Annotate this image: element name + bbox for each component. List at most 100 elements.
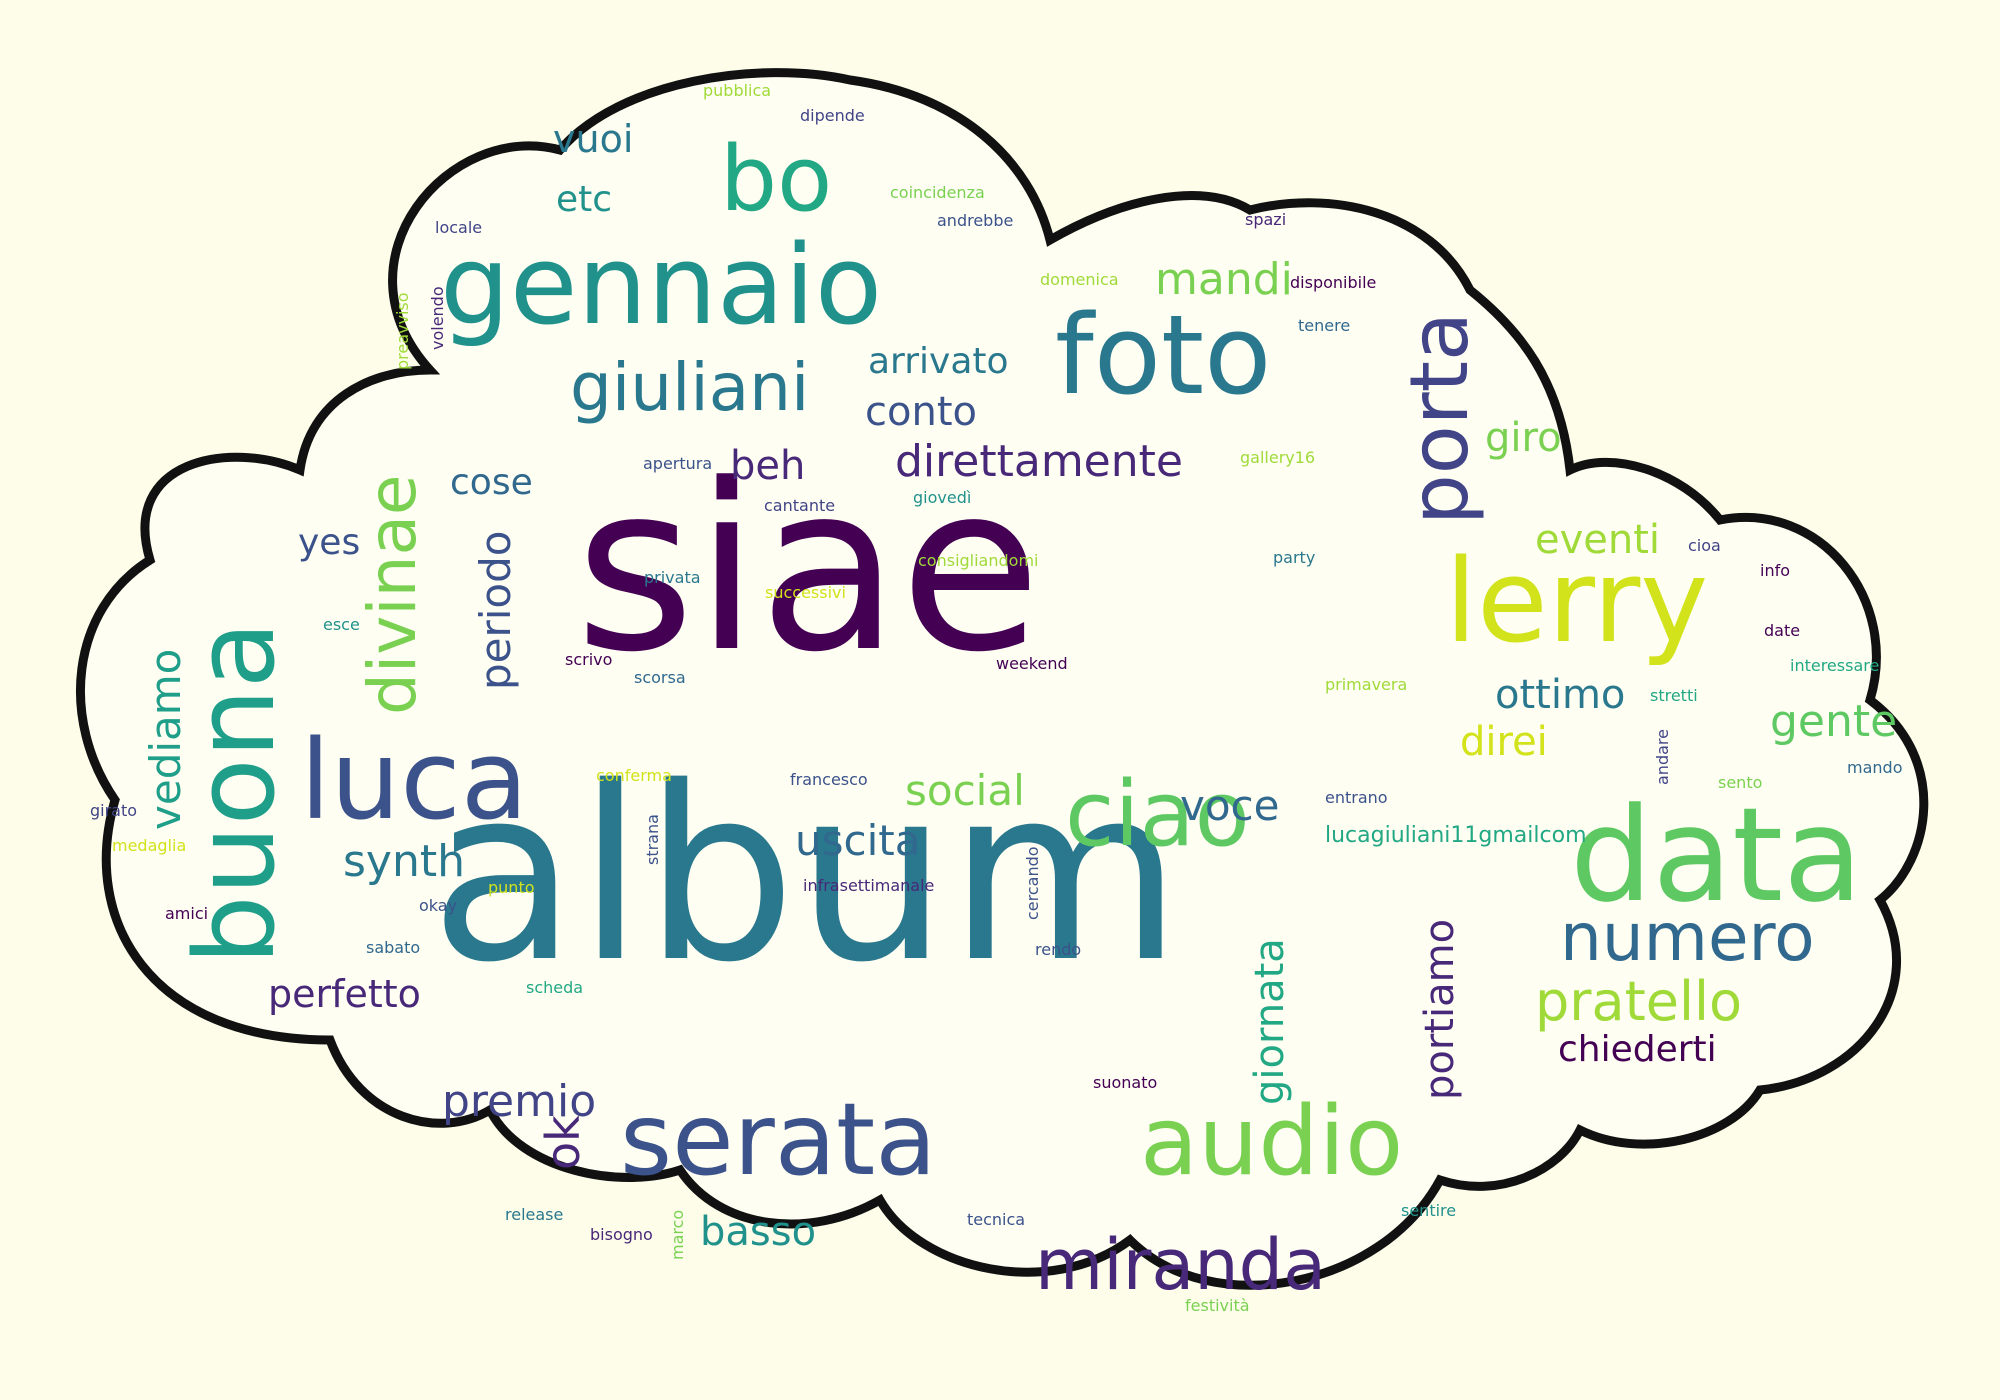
word-info: info xyxy=(1760,561,1791,580)
word-numero: numero xyxy=(1560,899,1815,976)
word-buona: buona xyxy=(171,621,299,965)
word-andrebbe: andrebbe xyxy=(937,211,1014,230)
word-sabato: sabato xyxy=(366,938,421,957)
word-giovedi: giovedì xyxy=(913,488,972,507)
word-giuliani: giuliani xyxy=(570,349,810,426)
word-entrano: entrano xyxy=(1325,788,1388,807)
word-conto: conto xyxy=(865,389,977,435)
word-voce: voce xyxy=(1180,781,1280,830)
word-foto: foto xyxy=(1055,291,1272,419)
word-ok: ok xyxy=(536,1115,590,1170)
word-interessare: interessare xyxy=(1790,656,1880,675)
word-chiederti: chiederti xyxy=(1558,1029,1717,1070)
word-lucagiuliani: lucagiuliani11gmailcom xyxy=(1325,823,1587,848)
word-primavera: primavera xyxy=(1325,675,1408,694)
word-arrivato: arrivato xyxy=(868,341,1009,382)
word-mandi: mandi xyxy=(1155,254,1293,305)
word-rendo: rendo xyxy=(1035,940,1082,959)
word-stretti: stretti xyxy=(1650,686,1698,705)
word-sentire: sentire xyxy=(1401,1201,1457,1220)
word-audio: audio xyxy=(1140,1087,1404,1197)
word-gallery16: gallery16 xyxy=(1240,448,1316,467)
word-privata: privata xyxy=(644,568,701,587)
word-direi: direi xyxy=(1460,719,1548,765)
word-pubblica: pubblica xyxy=(703,81,772,100)
word-ciao: ciao xyxy=(1065,762,1250,867)
word-gente: gente xyxy=(1770,696,1898,747)
word-basso: basso xyxy=(700,1209,817,1255)
word-giro: giro xyxy=(1485,415,1562,461)
word-eventi: eventi xyxy=(1535,517,1661,563)
word-periodo: periodo xyxy=(471,530,520,691)
word-scrivo: scrivo xyxy=(565,650,613,669)
word-beh: beh xyxy=(730,443,806,489)
word-festivita: festività xyxy=(1185,1296,1250,1315)
word-domenica: domenica xyxy=(1040,270,1119,289)
word-preavviso: preavviso xyxy=(393,292,412,370)
word-esce: esce xyxy=(323,615,360,634)
word-apertura: apertura xyxy=(643,454,713,473)
word-party: party xyxy=(1273,548,1316,567)
word-locale: locale xyxy=(435,218,483,237)
word-successivi: successivi xyxy=(765,583,846,602)
word-francesco: francesco xyxy=(790,770,868,789)
word-volendo: volendo xyxy=(428,286,447,350)
word-weekend: weekend xyxy=(996,654,1068,673)
word-mando: mando xyxy=(1847,758,1903,777)
word-infrasettimanale: infrasettimanale xyxy=(803,876,935,895)
word-disponibile: disponibile xyxy=(1290,273,1377,292)
word-cantante: cantante xyxy=(764,496,836,515)
word-synth: synth xyxy=(343,836,465,887)
word-pratello: pratello xyxy=(1535,970,1743,1033)
word-dipende: dipende xyxy=(800,106,865,125)
word-punto: punto xyxy=(488,878,535,897)
word-date: date xyxy=(1764,621,1801,640)
word-cercando: cercando xyxy=(1023,846,1042,920)
word-serata: serata xyxy=(620,1081,937,1198)
word-vuoi: vuoi xyxy=(553,117,634,161)
word-divinae: divinae xyxy=(354,474,431,715)
word-marco: marco xyxy=(668,1209,687,1260)
word-consigliandomi: consigliandomi xyxy=(918,551,1039,570)
word-conferma: conferma xyxy=(596,766,672,785)
word-cose: cose xyxy=(450,462,533,503)
cloud-outline xyxy=(76,68,1929,1290)
word-porta: porta xyxy=(1393,311,1486,525)
word-tecnica: tecnica xyxy=(967,1210,1026,1229)
word-siae: siae xyxy=(575,436,1042,703)
word-luca: luca xyxy=(300,716,529,844)
word-gennaio: gennaio xyxy=(440,221,883,349)
word-andare: andare xyxy=(1653,729,1672,785)
word-bisogno: bisogno xyxy=(590,1225,653,1244)
word-coincidenza: coincidenza xyxy=(890,183,985,202)
word-social: social xyxy=(905,766,1025,815)
word-lerry: lerry xyxy=(1445,535,1709,669)
word-strana: strana xyxy=(643,814,662,865)
word-miranda: miranda xyxy=(1035,1224,1327,1306)
word-premio: premio xyxy=(442,1076,597,1127)
word-ottimo: ottimo xyxy=(1495,672,1626,718)
word-uscita: uscita xyxy=(795,816,921,865)
word-data: data xyxy=(1570,779,1863,931)
word-yes: yes xyxy=(298,522,361,563)
word-okay: okay xyxy=(419,896,458,915)
word-album: album xyxy=(430,735,1182,1015)
word-giornata: giornata xyxy=(1247,938,1293,1105)
word-vediamo: vediamo xyxy=(141,648,190,830)
word-etc: etc xyxy=(556,179,613,220)
word-release: release xyxy=(505,1205,564,1224)
word-spazi: spazi xyxy=(1245,210,1287,229)
word-girato: girato xyxy=(90,801,138,820)
word-portiamo: portiamo xyxy=(1417,918,1463,1100)
word-direttamente: direttamente xyxy=(895,436,1183,487)
word-perfetto: perfetto xyxy=(268,972,421,1016)
word-scheda: scheda xyxy=(526,978,584,997)
word-medaglia: medaglia xyxy=(112,836,187,855)
word-scorsa: scorsa xyxy=(634,668,686,687)
word-sento: sento xyxy=(1718,773,1763,792)
word-tenere: tenere xyxy=(1298,316,1351,335)
word-amici: amici xyxy=(165,904,209,923)
